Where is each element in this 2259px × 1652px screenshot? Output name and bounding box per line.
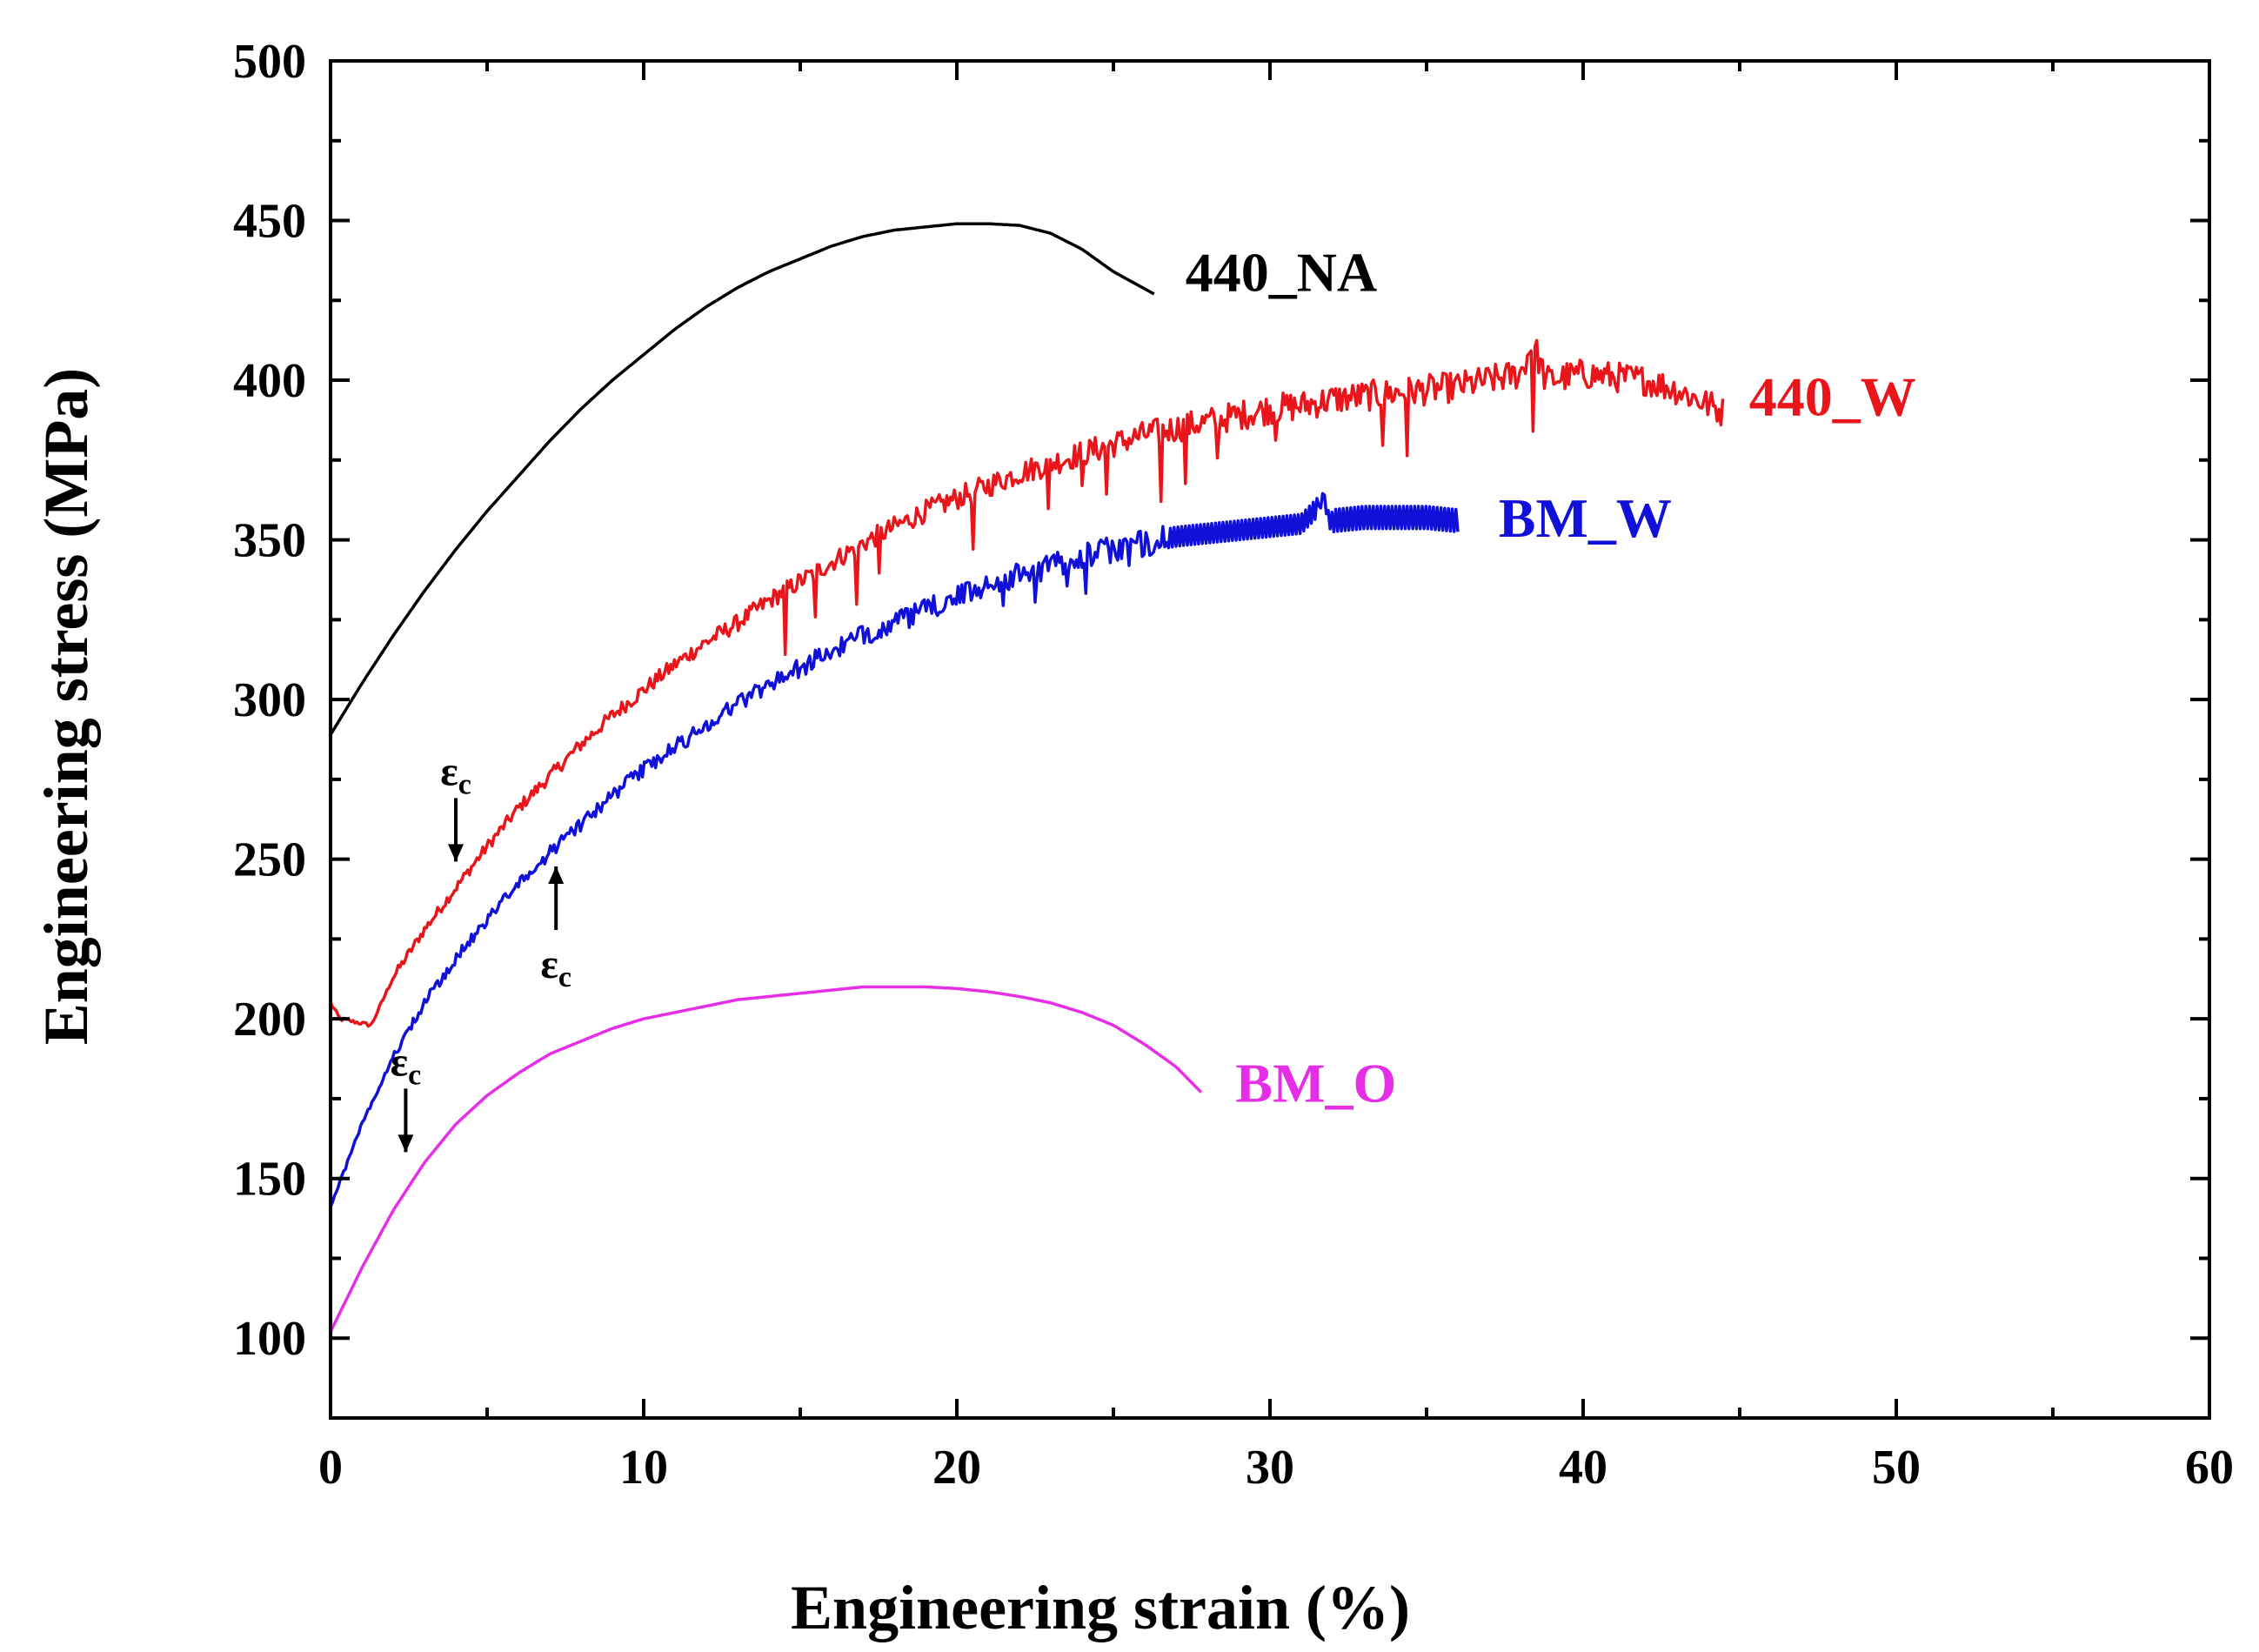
annotation-arrow-head [448,844,464,862]
y-tick-label: 450 [233,195,306,249]
x-tick-label: 40 [1559,1441,1607,1495]
series-layer: 440_NA 440_W BM_W BM_O [329,222,1916,1333]
x-tick-label: 50 [1872,1441,1921,1495]
critical-strain-annotation: εc [540,866,571,993]
x-tick-label: 30 [1246,1441,1294,1495]
x-axis-title: Engineering strain (%) [791,1573,1410,1642]
y-tick-label: 300 [233,673,306,727]
y-tick-label: 150 [233,1153,306,1207]
x-tick-label: 60 [2185,1441,2234,1495]
annotation-label: εc [540,941,571,993]
annotation-symbol: ε [391,1039,409,1085]
tick-layer: 0 10 20 30 40 50 60 100 150 200 250 300 350 400 450 500 [233,35,2234,1495]
x-tick-label: 10 [619,1441,668,1495]
annotation-subscript: c [408,1059,421,1091]
critical-strain-annotation: εc [440,748,471,862]
series-line-bm-w [329,492,1460,1207]
y-tick-label: 350 [233,514,306,568]
series-line-bm-o [329,985,1203,1333]
y-axis-title: Engineering stress (MPa) [31,368,101,1046]
series-line-440-w [329,338,1725,1028]
annotation-symbol: ε [440,748,458,794]
annotation-subscript: c [558,961,571,993]
series-label-bm-o: BM_O [1235,1053,1396,1114]
y-tick-label: 500 [233,35,306,89]
annotation-arrow-head [398,1134,414,1153]
annotation-symbol: ε [540,941,558,987]
x-tick-label: 20 [932,1441,981,1495]
annotation-label: εc [391,1039,422,1091]
annotation-label: εc [440,748,471,800]
series-line-440-na [329,222,1155,736]
annotation-arrow-head [548,866,565,884]
y-tick-label: 100 [233,1312,306,1366]
y-tick-label: 250 [233,833,306,887]
x-tick-label: 0 [318,1441,343,1495]
series-label-bm-w: BM_W [1499,487,1672,549]
series-label-440-na: 440_NA [1186,241,1377,303]
critical-strain-annotation: εc [391,1039,422,1153]
annotation-subscript: c [458,768,471,800]
series-label-440-w: 440_W [1749,365,1916,427]
y-tick-label: 400 [233,354,306,408]
y-tick-label: 200 [233,993,306,1047]
